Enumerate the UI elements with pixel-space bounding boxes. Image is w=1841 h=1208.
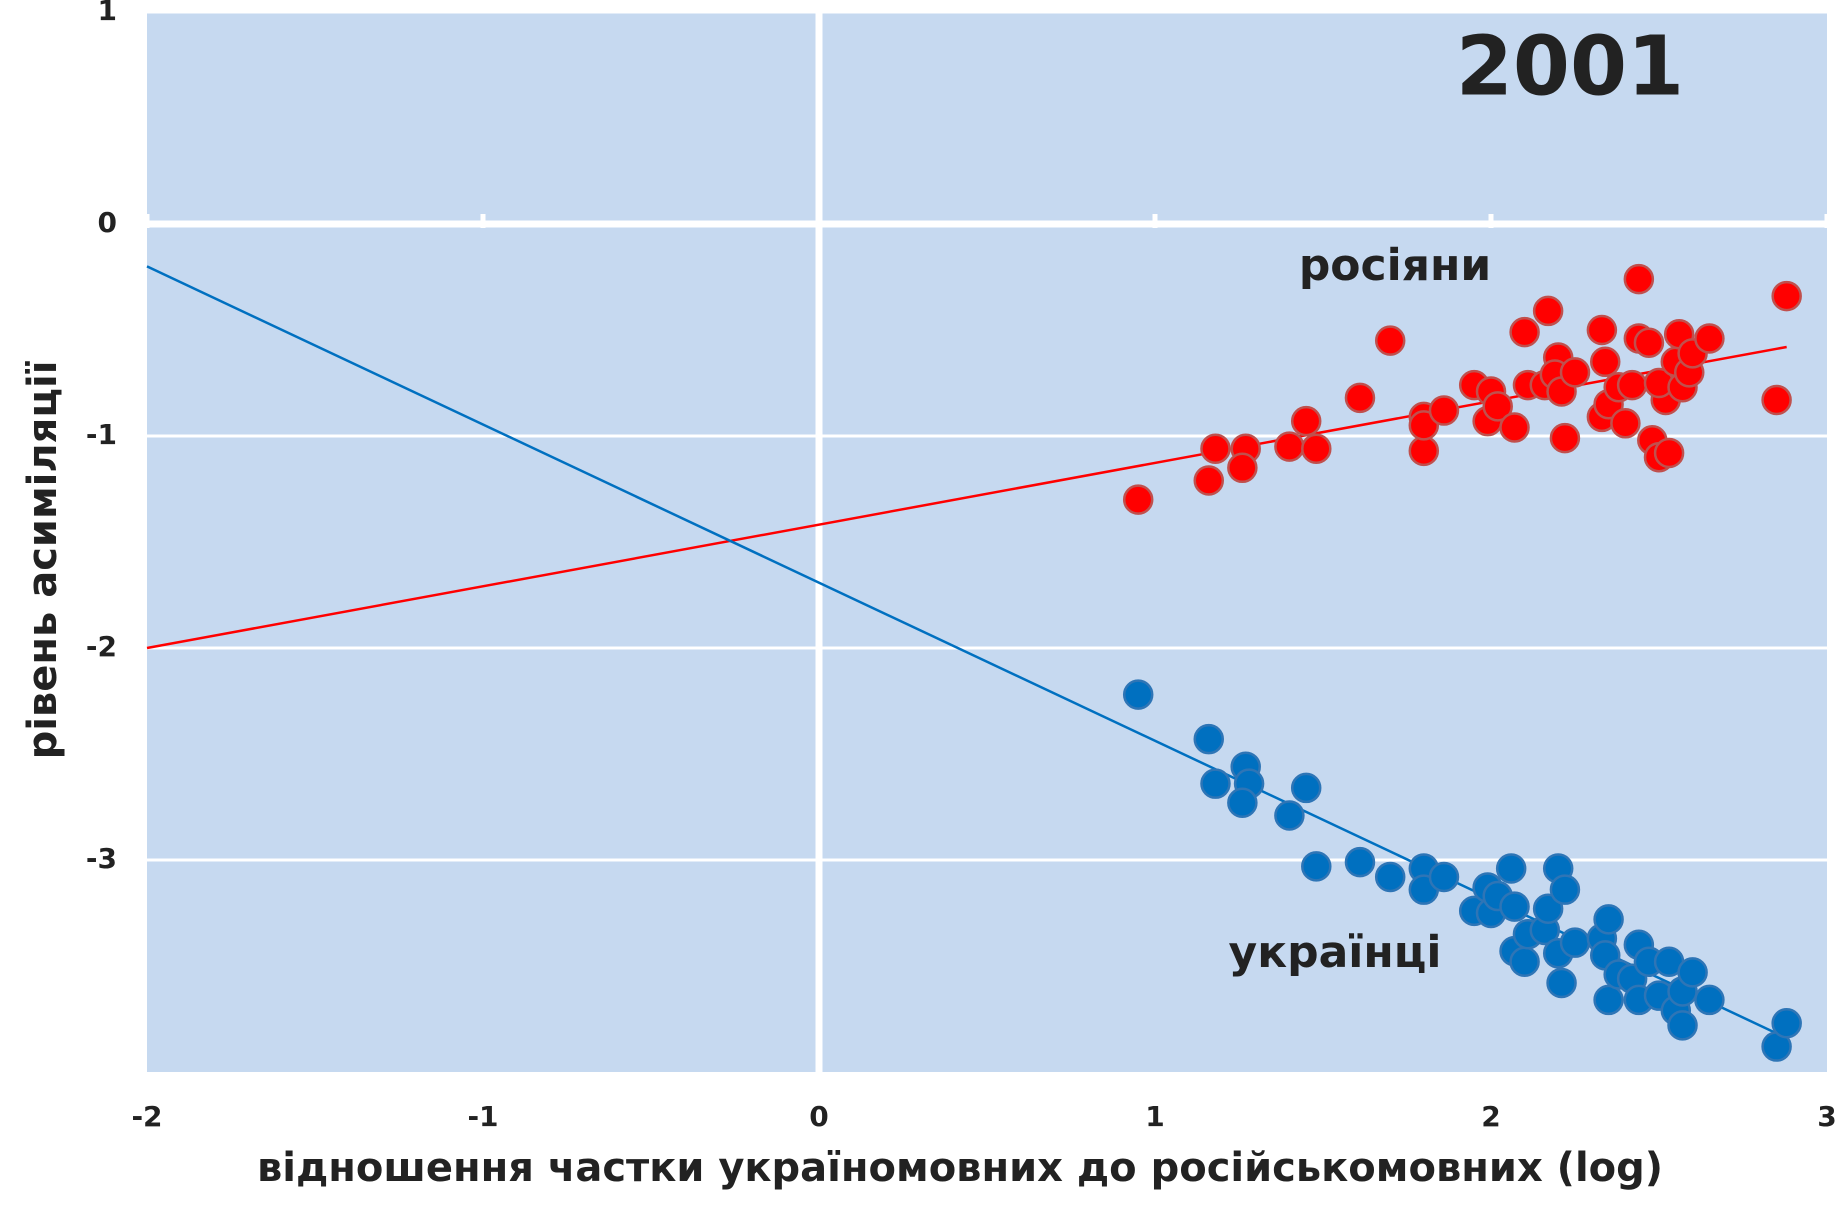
point (1532, 295, 1564, 327)
point (1290, 772, 1322, 804)
point (1227, 452, 1258, 484)
point (1193, 723, 1225, 755)
point (1122, 679, 1154, 710)
point (1408, 410, 1440, 441)
point (1274, 431, 1305, 462)
point (1193, 465, 1225, 496)
point (1761, 384, 1792, 416)
point (1499, 891, 1530, 922)
x-axis-label: відношення частки україномовних до росій… (257, 1145, 1663, 1191)
point (1546, 967, 1577, 999)
x-tick-label: -2 (131, 1100, 162, 1133)
point (1771, 1007, 1802, 1039)
point (1290, 405, 1322, 437)
point (1499, 412, 1530, 443)
point (1593, 984, 1624, 1016)
point (1200, 433, 1231, 464)
point (1549, 422, 1581, 454)
point (1301, 851, 1332, 882)
point (1586, 314, 1618, 346)
point (1200, 768, 1231, 799)
point (1771, 280, 1802, 312)
x-tick-label: 1 (1145, 1100, 1164, 1133)
point (1428, 861, 1460, 893)
y-tick-label: 1 (98, 0, 117, 27)
point (1482, 391, 1513, 422)
trend-line (146, 345, 1787, 650)
point (1610, 408, 1641, 439)
point (1274, 800, 1305, 831)
point (1532, 893, 1564, 925)
x-tick-label: 2 (1481, 1100, 1500, 1133)
point (1677, 957, 1708, 988)
point (1694, 984, 1725, 1016)
point (1428, 395, 1460, 426)
point (1227, 787, 1258, 819)
x-tick-label: -1 (467, 1100, 498, 1133)
y-tick-label: -3 (86, 842, 117, 875)
point (1559, 927, 1591, 958)
x-tick-label: 3 (1817, 1100, 1836, 1133)
point (1653, 437, 1685, 469)
point (1344, 382, 1376, 414)
plot-background (147, 12, 1827, 1072)
point (1374, 325, 1406, 356)
point (1633, 327, 1665, 358)
point (1509, 946, 1540, 978)
point (1616, 369, 1648, 401)
point (1509, 316, 1540, 348)
point (1667, 1010, 1698, 1041)
point (1694, 323, 1725, 354)
y-tick-label: -1 (86, 418, 117, 451)
point (1122, 484, 1154, 515)
point (1374, 861, 1406, 893)
chart-title: 2001 (1456, 19, 1684, 114)
point (1301, 433, 1332, 464)
y-tick-label: -2 (86, 630, 117, 663)
y-tick-label: 0 (98, 206, 117, 239)
point (1589, 346, 1621, 378)
point (1549, 874, 1581, 905)
series-label: українці (1229, 927, 1442, 978)
point (1344, 846, 1376, 878)
point (1623, 263, 1655, 295)
y-axis-label: рівень асиміляції (20, 361, 66, 760)
point (1495, 853, 1527, 884)
x-tick-label: 0 (809, 1100, 828, 1133)
series-label: росіяни (1299, 240, 1491, 291)
point (1559, 357, 1591, 388)
point (1593, 904, 1624, 935)
point (1408, 435, 1440, 467)
